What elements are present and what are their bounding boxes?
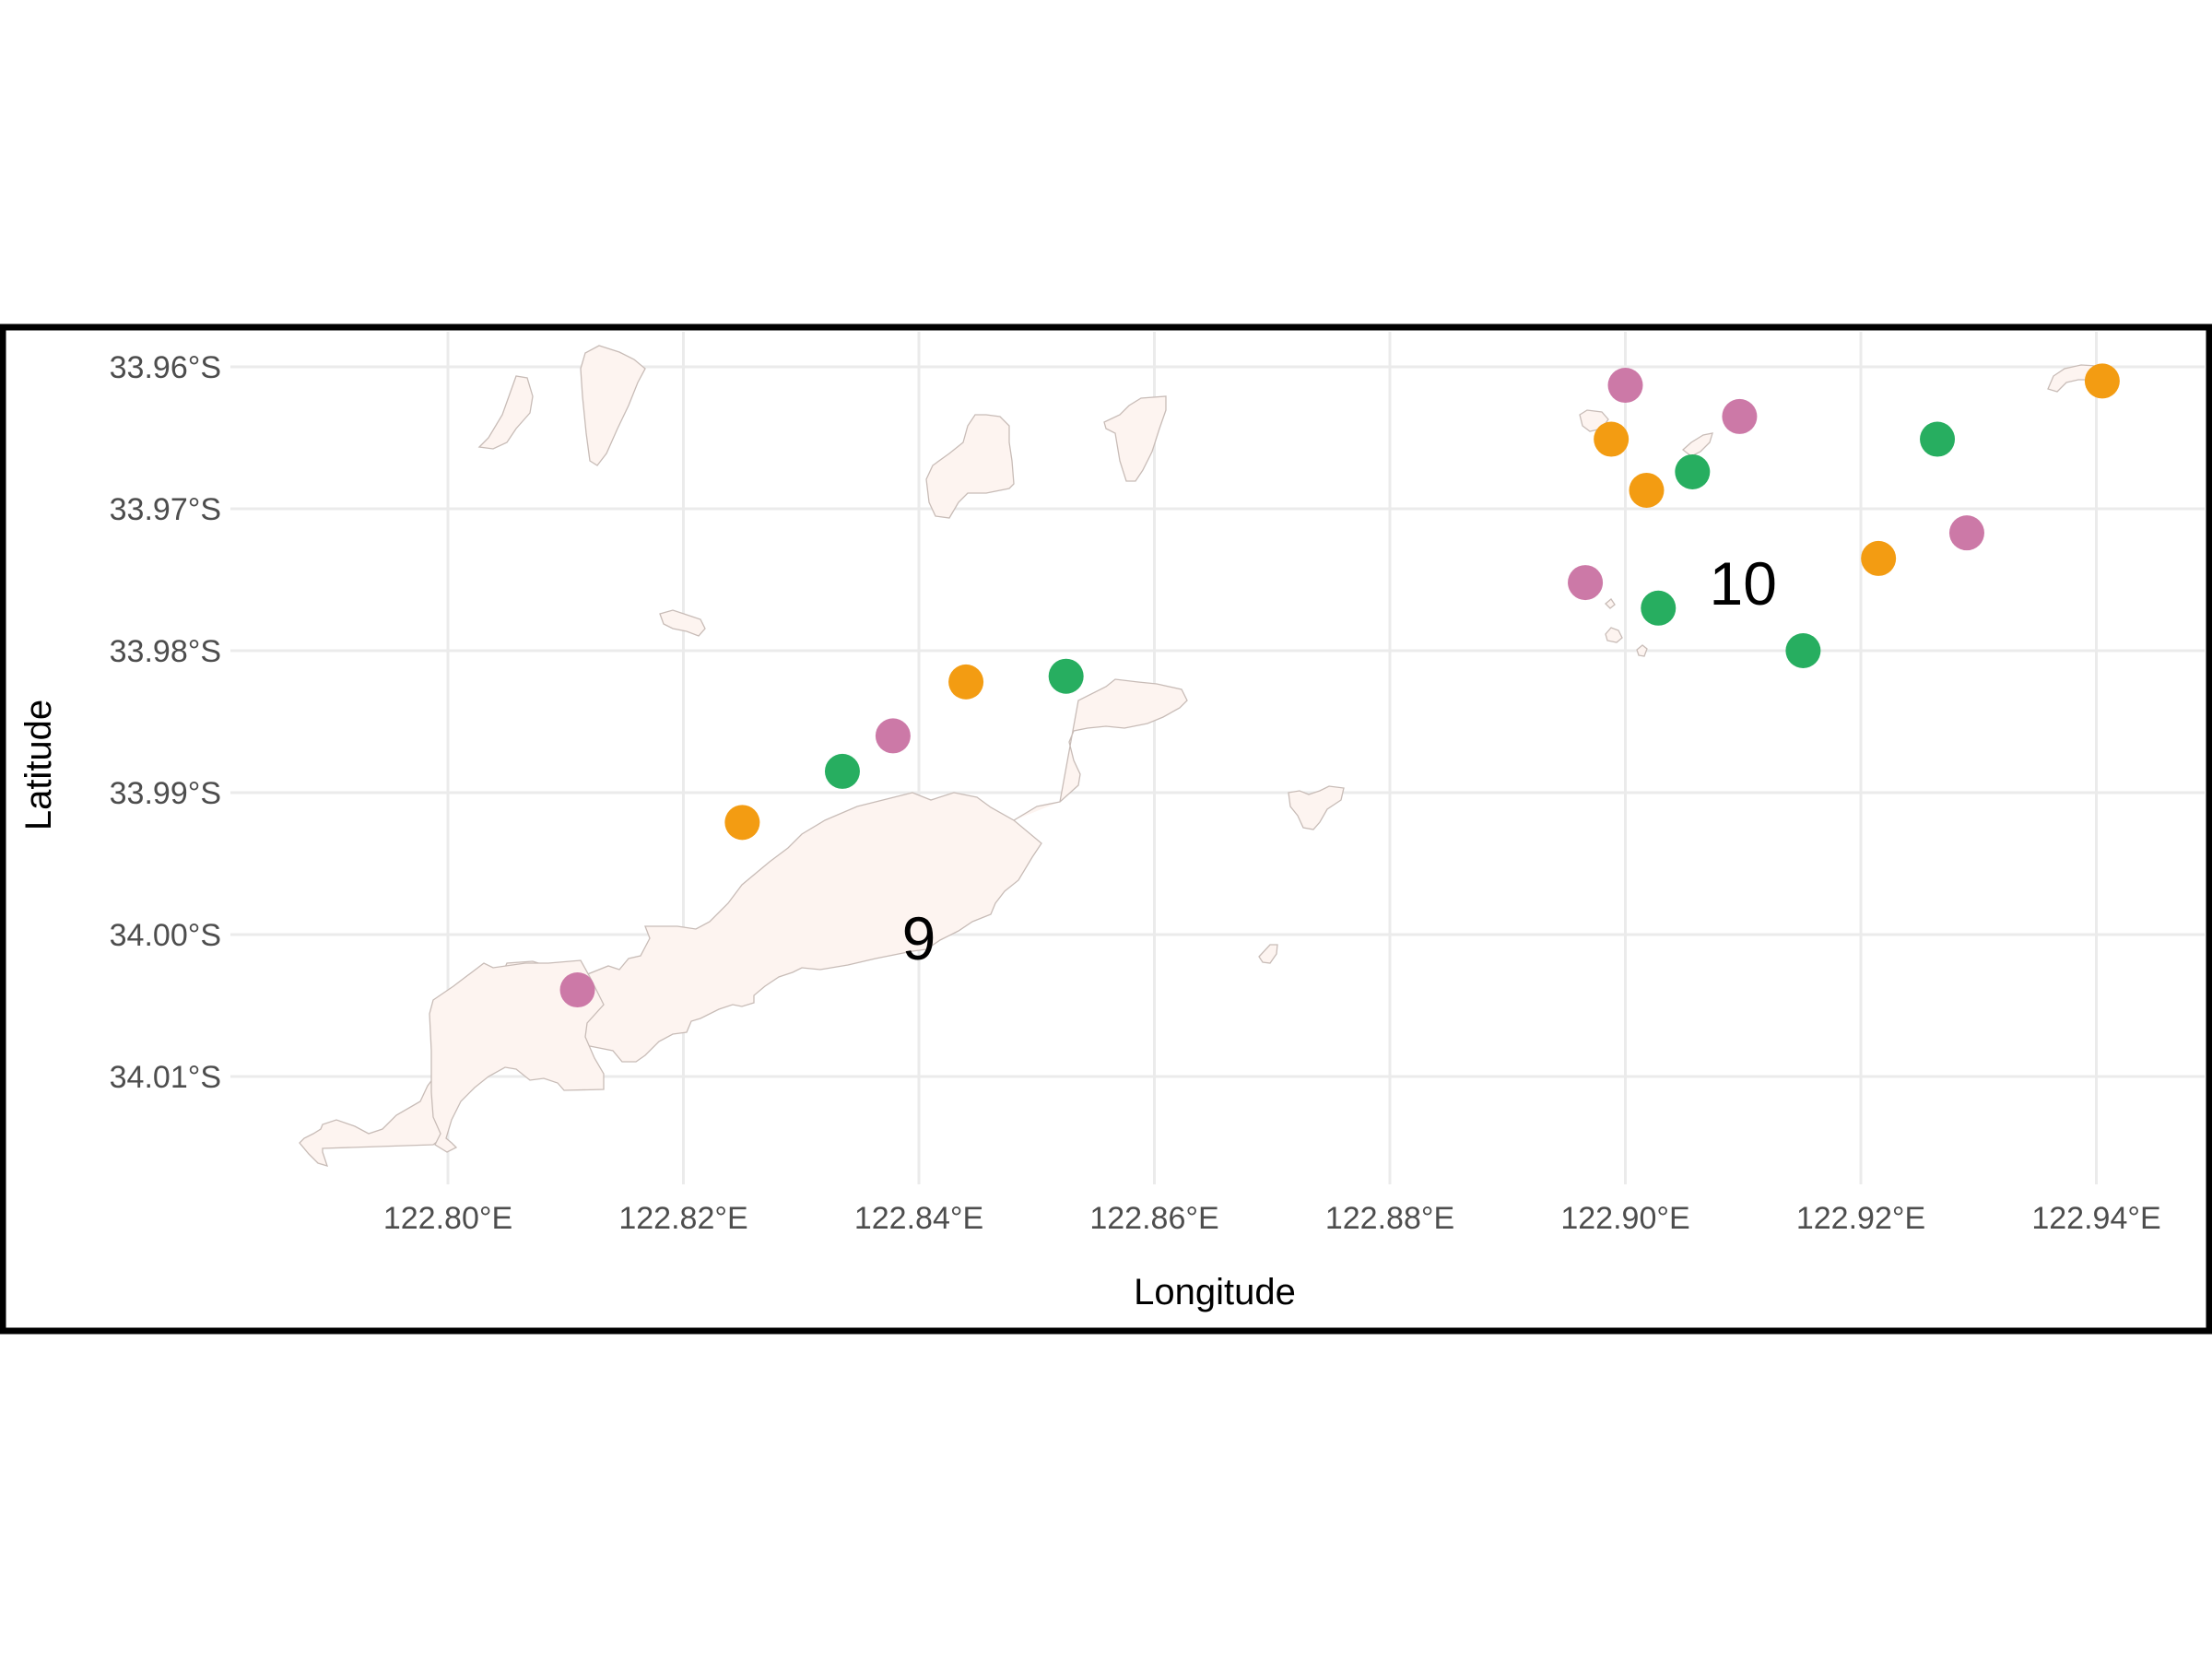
site-point-pink [875, 718, 911, 754]
main-island-east [1013, 678, 1188, 821]
site-point-green [1641, 590, 1677, 626]
x-tick-label: 122.80°E [383, 1201, 512, 1236]
islet-nw-2 [580, 345, 646, 466]
x-tick-label: 122.92°E [1796, 1201, 1925, 1236]
site-point-green [1920, 421, 1956, 457]
group-labels: 9 10 [902, 549, 1777, 972]
site-point-green [824, 753, 860, 789]
islet-nw-1 [477, 375, 534, 450]
site-point-pink [1948, 515, 1984, 551]
x-tick-label: 122.82°E [618, 1201, 747, 1236]
site-point-pink [1607, 368, 1643, 404]
site-point-green [1785, 633, 1821, 668]
site-point-orange [1629, 472, 1665, 508]
islet-e-4 [1636, 644, 1648, 657]
axis-ticks: 122.80°E 122.82°E 122.84°E 122.86°E 122.88°E… [110, 350, 2161, 1236]
site-point-orange [2084, 363, 2120, 399]
islet-se-2 [1258, 944, 1278, 964]
site-point-orange [724, 805, 760, 841]
site-point-green [1675, 453, 1711, 489]
y-tick-label: 34.01°S [110, 1060, 221, 1095]
islet-n-1 [925, 414, 1015, 519]
site-point-orange [1861, 540, 1897, 576]
site-point-orange [1594, 421, 1630, 457]
y-tick-label: 33.97°S [110, 492, 221, 527]
islet-w [659, 609, 706, 637]
islet-n-2 [1103, 395, 1167, 482]
y-tick-label: 33.96°S [110, 350, 221, 385]
islet-se-1 [1288, 785, 1345, 830]
site-point-orange [948, 664, 984, 700]
islet-e-3 [1605, 627, 1623, 643]
y-tick-label: 33.98°S [110, 634, 221, 669]
group-label: 10 [1710, 549, 1777, 618]
islet-e-5 [1605, 598, 1616, 609]
main-island [299, 792, 1042, 1167]
x-tick-label: 122.88°E [1325, 1201, 1454, 1236]
group-label: 9 [902, 904, 936, 972]
site-point-green [1048, 658, 1084, 694]
figure-border [0, 324, 2212, 1335]
x-tick-label: 122.94°E [2031, 1201, 2160, 1236]
west-island [429, 959, 605, 1153]
site-point-pink [559, 972, 595, 1008]
y-tick-label: 33.99°S [110, 776, 221, 811]
site-points [559, 363, 2120, 1008]
x-tick-label: 122.90°E [1560, 1201, 1689, 1236]
site-point-pink [1722, 398, 1758, 434]
site-point-pink [1568, 565, 1604, 601]
y-axis-title: Latitude [18, 700, 59, 830]
x-axis-title: Longitude [1134, 1272, 1296, 1312]
y-tick-label: 34.00°S [110, 918, 221, 953]
x-tick-label: 122.84°E [854, 1201, 983, 1236]
x-tick-label: 122.86°E [1089, 1201, 1218, 1236]
